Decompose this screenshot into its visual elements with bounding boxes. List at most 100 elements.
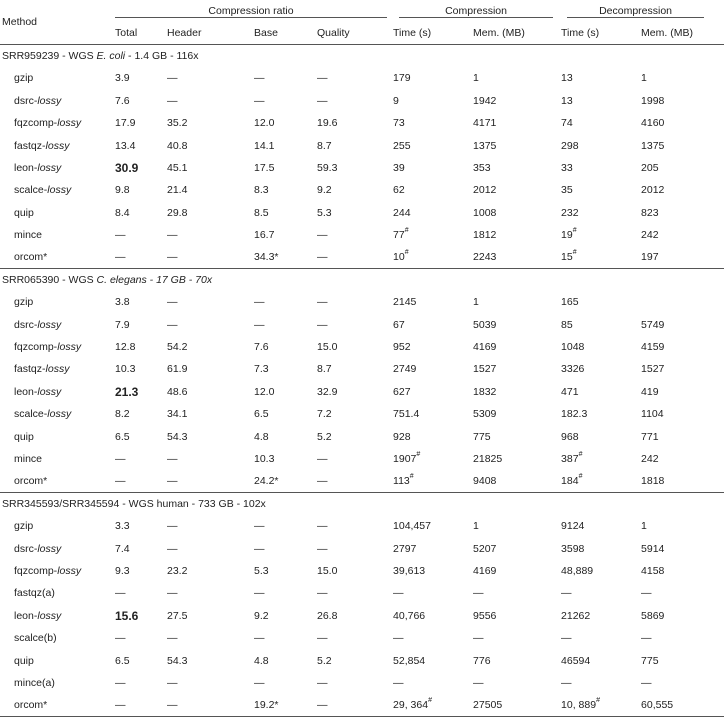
section-title: SRR959239 - WGS E. coli - 1.4 GB - 116x: [0, 44, 724, 68]
cell-value: 30.9: [115, 160, 139, 175]
value-cell: 205: [641, 157, 724, 179]
footnote-mark: #: [578, 451, 583, 458]
value-cell: 15.0: [317, 560, 393, 582]
cell-value: 54.3: [167, 654, 188, 667]
value-cell: 67: [393, 313, 473, 335]
cell-value: 10, 889: [561, 699, 597, 712]
value-cell: 21825: [473, 448, 561, 470]
cell-value: 77: [393, 229, 405, 242]
col-comp-mem: Mem. (MB): [473, 27, 525, 40]
value-cell: 7.4: [115, 537, 167, 559]
method-name: orcom*: [14, 251, 48, 264]
value-cell: 21.3: [115, 381, 167, 403]
method-cell: fastqz-lossy: [0, 358, 115, 380]
value-cell: 23.2: [167, 560, 254, 582]
method-name: scalce-: [14, 184, 48, 197]
cell-value: 387: [561, 453, 579, 465]
value-cell: 19.6: [317, 112, 393, 134]
cell-value: —: [167, 520, 178, 533]
value-cell: 1: [473, 291, 561, 313]
cell-value: 39,613: [393, 564, 426, 577]
cell-value: —: [393, 587, 404, 600]
cell-value: 7.3: [254, 363, 269, 376]
value-cell: —: [561, 672, 641, 694]
value-cell: 1: [473, 67, 561, 89]
method-name: gzip: [14, 72, 34, 85]
cell-value: 5.2: [317, 654, 332, 667]
cell-value: —: [254, 94, 265, 107]
cell-value: 12.0: [254, 385, 275, 398]
value-cell: —: [317, 515, 393, 537]
cell-value: 8.2: [115, 408, 130, 421]
cell-value: 9408: [473, 475, 497, 488]
value-cell: 1: [641, 67, 724, 89]
value-cell: —: [167, 224, 254, 246]
value-cell: 298: [561, 134, 641, 156]
value-cell: 5.3: [254, 560, 317, 582]
cell-value: —: [167, 72, 178, 85]
cell-value: 1527: [641, 363, 665, 376]
method-name: dsrc-: [14, 94, 38, 107]
cell-value: —: [254, 632, 265, 645]
value-cell: 5749: [641, 313, 724, 335]
section-title-part: C. elegans - 17 GB - 70x: [96, 274, 213, 287]
cell-value: 13: [561, 94, 573, 107]
method-name: scalce(b): [14, 632, 57, 645]
value-cell: 21262: [561, 605, 641, 627]
cell-value: 2749: [393, 363, 417, 376]
table-row: quip 8.4 29.8 8.5 5.3 244 1008 232 823: [0, 202, 724, 224]
cell-value: 775: [641, 654, 659, 667]
footnote-mark: #: [416, 451, 421, 458]
table-row: quip 6.5 54.3 4.8 5.2 52,854 776 46594 775: [0, 649, 724, 671]
cell-value: —: [317, 94, 328, 107]
value-cell: —: [254, 515, 317, 537]
cell-value: 1048: [561, 341, 585, 354]
method-name: mince(a): [14, 676, 55, 689]
cell-value: 26.8: [317, 609, 338, 622]
cell-value: 1375: [473, 139, 497, 152]
cell-value: 52,854: [393, 654, 426, 667]
cell-value: —: [167, 542, 178, 555]
cell-value: 3.3: [115, 520, 130, 533]
cell-value: 353: [473, 161, 491, 174]
value-cell: —: [167, 90, 254, 112]
value-cell: 5309: [473, 403, 561, 425]
method-header: Method: [2, 16, 38, 29]
value-cell: —: [317, 90, 393, 112]
value-cell: 9: [393, 90, 473, 112]
value-cell: 10.3: [115, 358, 167, 380]
cell-value: 1: [473, 520, 479, 533]
compression-header: Compression: [399, 5, 554, 18]
cell-value: 4169: [473, 564, 497, 577]
cell-value: —: [167, 229, 178, 242]
table-row: gzip 3.8 — — — 2145 1 165: [0, 291, 724, 313]
value-cell: 471: [561, 381, 641, 403]
cell-value: 3.8: [115, 296, 130, 309]
method-cell: orcom*: [0, 470, 115, 492]
cell-value: —: [167, 94, 178, 107]
value-cell: 9124: [561, 515, 641, 537]
value-cell: 7.2: [317, 403, 393, 425]
value-cell: 39: [393, 157, 473, 179]
method-name: fastqz-: [14, 139, 46, 152]
value-cell: 12.8: [115, 336, 167, 358]
table-row: mince — —16.7—77# 1812 19# 242: [0, 224, 724, 246]
cell-value: 10.3: [115, 363, 136, 376]
cell-value: 3598: [561, 542, 585, 555]
value-cell: —: [167, 537, 254, 559]
cell-value: 10.3: [254, 453, 275, 465]
value-cell: 48,889: [561, 560, 641, 582]
value-cell: 627: [393, 381, 473, 403]
value-cell: 9408: [473, 470, 561, 492]
value-cell: 10#: [393, 246, 473, 268]
cell-value: 16.7: [254, 229, 275, 242]
value-cell: 1812: [473, 224, 561, 246]
value-cell: 39,613: [393, 560, 473, 582]
value-cell: 232: [561, 202, 641, 224]
value-cell: 16.7: [254, 224, 317, 246]
cell-value: 4.8: [254, 430, 269, 443]
method-variant: lossy: [57, 341, 82, 354]
cell-value: 776: [473, 654, 491, 667]
cell-value: 419: [641, 385, 659, 398]
